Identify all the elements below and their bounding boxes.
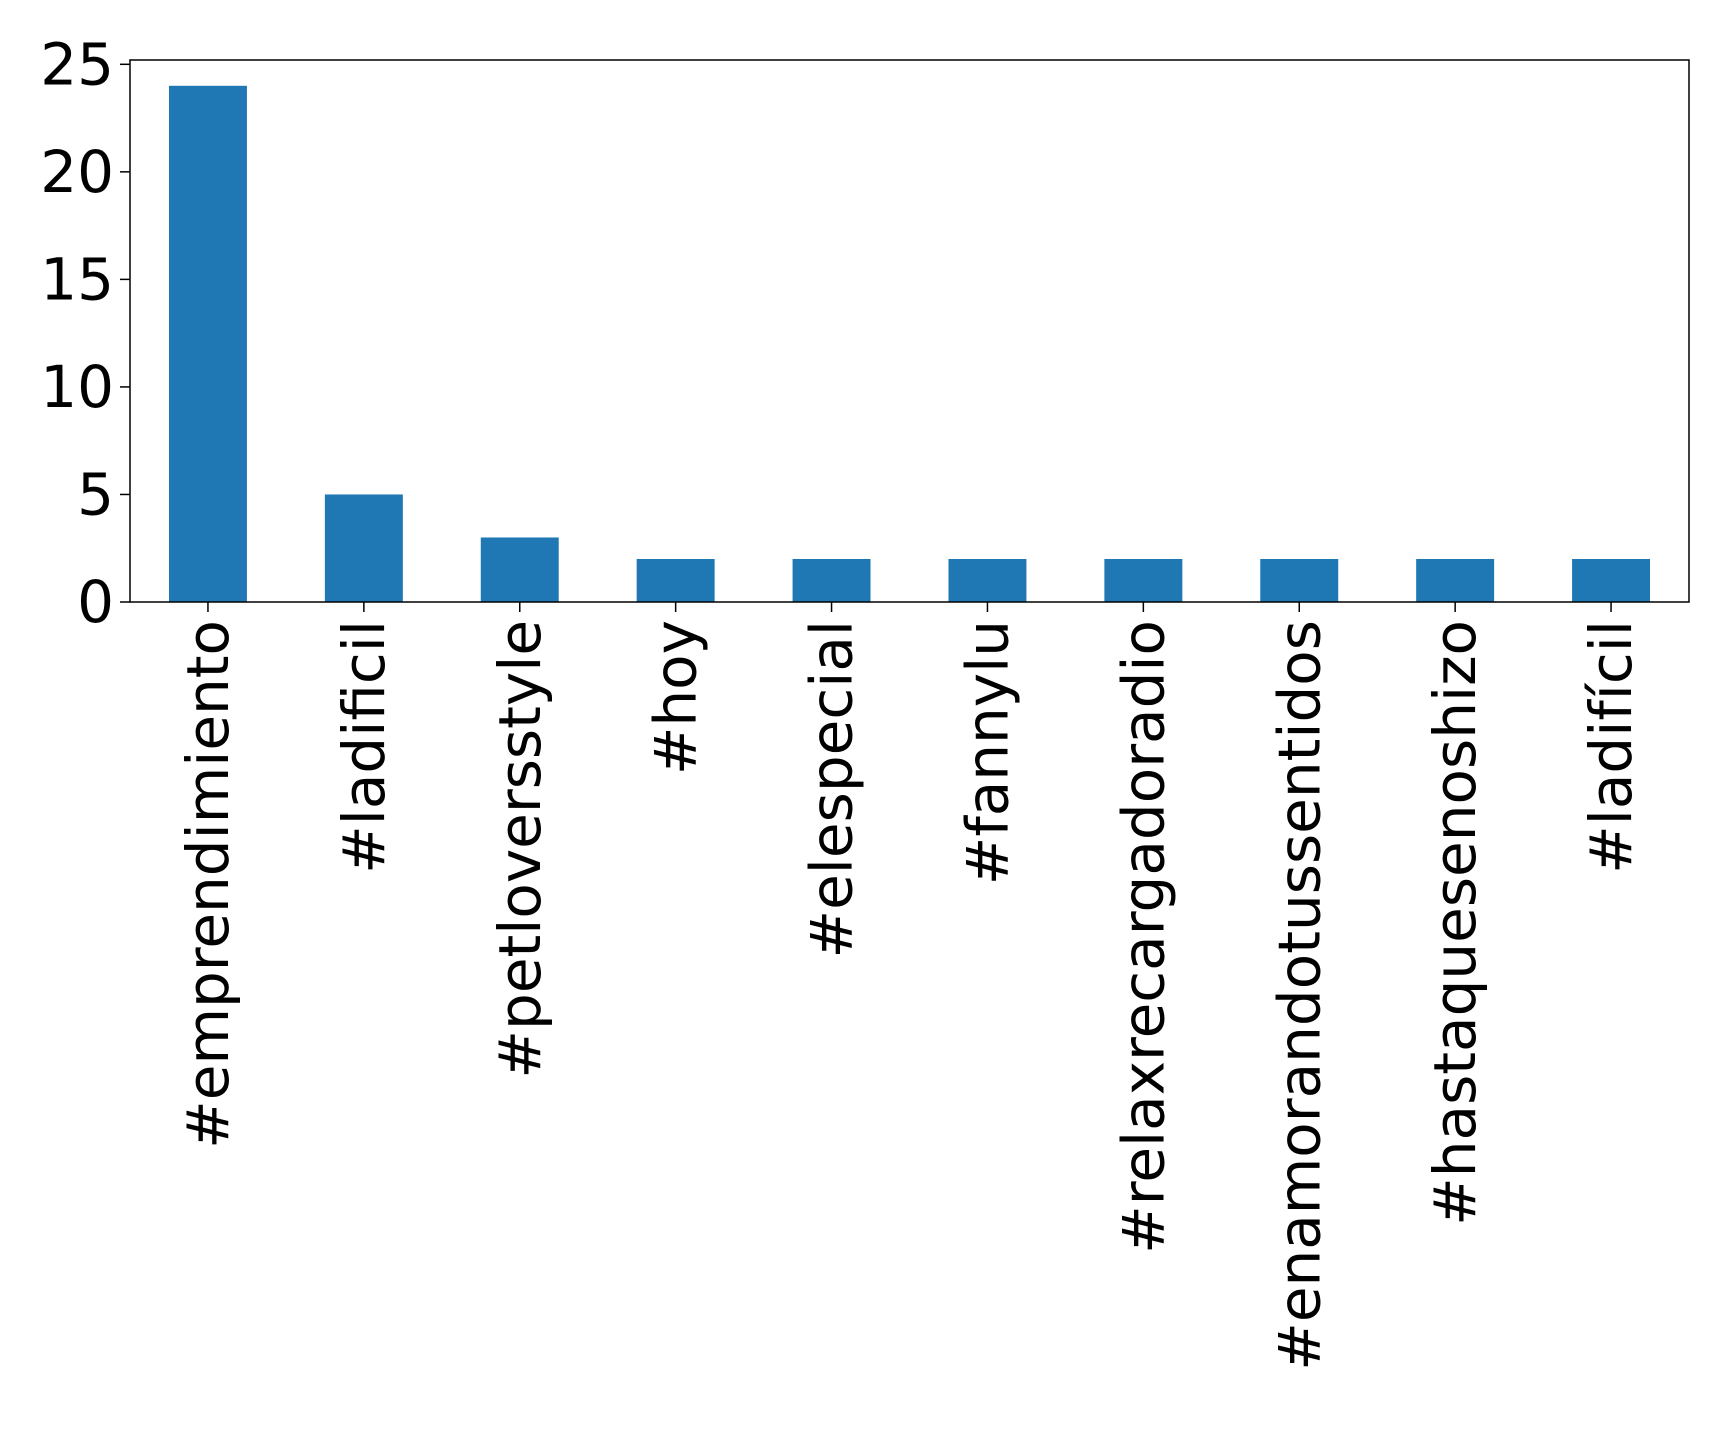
x-tick-label-8: #hastaquesenoshizo <box>1421 620 1489 1226</box>
bar-1 <box>324 494 403 602</box>
y-tick-label-5: 25 <box>40 30 114 98</box>
bar-0 <box>168 85 247 603</box>
bar-3 <box>636 558 715 602</box>
y-tick-label-3: 15 <box>40 245 114 313</box>
x-tick-label-0: #emprendimiento <box>174 620 242 1149</box>
y-tick-label-0: 0 <box>77 568 114 636</box>
y-tick-label-1: 5 <box>77 460 114 528</box>
bar-8 <box>1416 558 1495 602</box>
plot-frame <box>129 59 1690 603</box>
y-axis: 0 5 10 15 20 25 <box>40 30 130 636</box>
x-axis: #emprendimiento #ladificil #petloversstyle… <box>174 602 1645 1371</box>
bars-group <box>168 85 1651 603</box>
y-tick-label-4: 20 <box>40 138 114 206</box>
bar-5 <box>948 558 1027 602</box>
y-tick-label-2: 10 <box>40 353 114 421</box>
x-tick-label-5: #fannylu <box>953 620 1021 885</box>
bar-2 <box>480 537 559 602</box>
x-tick-label-9: #ladifícil <box>1577 620 1645 874</box>
x-tick-label-2: #petloversstyle <box>486 620 554 1079</box>
bar-6 <box>1104 558 1183 602</box>
x-tick-label-4: #elespecial <box>798 620 866 958</box>
x-tick-label-3: #hoy <box>642 620 710 775</box>
bar-9 <box>1572 558 1651 602</box>
bar-7 <box>1260 558 1339 602</box>
x-tick-label-6: #relaxrecargadoradio <box>1109 620 1177 1254</box>
bar-4 <box>792 558 871 602</box>
x-tick-label-1: #ladificil <box>330 620 398 874</box>
x-tick-label-7: #enamorandotussentidos <box>1265 620 1333 1371</box>
